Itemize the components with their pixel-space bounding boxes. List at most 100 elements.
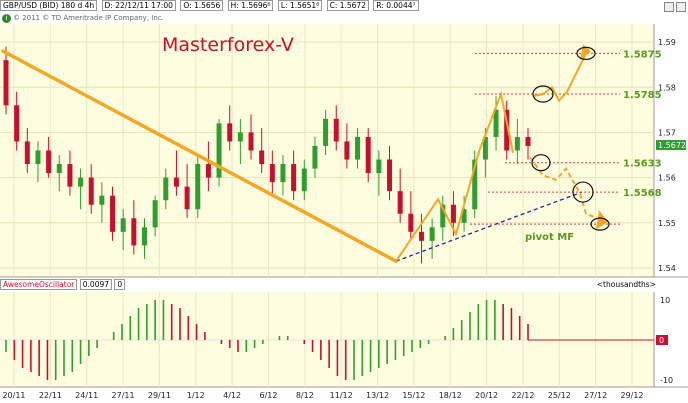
pivot-label: pivot MF (525, 232, 574, 243)
oscillator (0, 300, 654, 380)
oscillator-header: AwesomeOscillator 0.0097 0 (0, 279, 126, 290)
candle-body (397, 191, 403, 214)
time-tick: 27/12 (584, 391, 607, 400)
candle-body (418, 231, 424, 241)
bearish-arrowhead (596, 210, 608, 230)
osc-tick: 10 (660, 296, 670, 305)
oscillator-name[interactable]: AwesomeOscillator (0, 279, 78, 290)
candle-body (184, 186, 190, 210)
candle-body (269, 164, 275, 183)
candle-body (504, 109, 510, 151)
candle-body (355, 136, 361, 160)
highlight-circle (572, 181, 594, 203)
trend-line (1, 49, 398, 263)
candle-body (195, 164, 201, 210)
candle-body (152, 200, 158, 228)
candle-body (514, 136, 520, 151)
candle-body (120, 218, 126, 232)
copyright-line: i © 2011 © TD Ameritrade IP Company, Inc. (2, 12, 164, 24)
candle-body (493, 109, 499, 137)
copyright-text: © 2011 © TD Ameritrade IP Company, Inc. (13, 14, 164, 22)
date-label: D: 22/12/11 17:00 (101, 0, 176, 11)
candle-body (301, 168, 307, 192)
price-tick: 1.54 (658, 264, 676, 273)
candle-body (46, 150, 52, 174)
level-label: 1.5875 (623, 49, 662, 60)
candle-body (67, 164, 73, 187)
price-tick: 1.56 (658, 174, 676, 183)
candle-body (99, 195, 105, 205)
bearish-path (529, 156, 598, 220)
candle-body (525, 136, 531, 146)
price-tick: 1.59 (658, 38, 676, 47)
highlight-circle (590, 217, 610, 231)
time-tick: 22/11 (39, 391, 62, 400)
candle-body (163, 177, 169, 201)
candle-body (88, 177, 94, 205)
axes: 1.59 1.58 1.57 1.56 1.55 1.54 1.5672 20/11 22/11… (2, 38, 686, 400)
low-label: L: 1.5651⁸ (277, 0, 323, 11)
candle-body (227, 123, 233, 142)
candle-body (205, 164, 211, 178)
chart-title: Masterforex-V (162, 34, 294, 56)
candle-body (376, 159, 382, 174)
candle-body (333, 118, 339, 142)
candle-body (440, 204, 446, 228)
time-tick: 20/11 (2, 391, 25, 400)
price-tick: 1.58 (658, 83, 676, 92)
time-tick: 1/12 (187, 391, 205, 400)
level-label: 1.5568 (623, 188, 662, 199)
candle-body (248, 132, 254, 151)
candle-body (312, 145, 318, 169)
time-tick: 27/11 (112, 391, 135, 400)
highlight-circle (531, 154, 551, 172)
osc-tick: -10 (660, 376, 673, 385)
candle-body (429, 227, 435, 241)
current-price-box (656, 140, 686, 151)
time-tick: 13/12 (366, 391, 389, 400)
candle-body (482, 136, 488, 160)
time-tick: 22/12 (511, 391, 534, 400)
candle-body (131, 218, 137, 246)
quote-header: GBP/USD (BID) 180 d 4h D: 22/12/11 17:00… (0, 0, 688, 12)
candle-body (344, 141, 350, 160)
price-tick: 1.55 (658, 219, 676, 228)
candle-body (259, 150, 265, 165)
candle-body (323, 118, 329, 146)
scroll-up-button[interactable] (664, 2, 674, 12)
price-panel-bg (0, 24, 654, 277)
osc-zero-label: 0 (659, 336, 664, 345)
highlight-circle (532, 85, 554, 103)
price-tick: 1.57 (658, 128, 676, 137)
candle-body (56, 164, 62, 174)
oscillator-extra: 0 (114, 279, 126, 290)
candle-body (78, 177, 84, 187)
candle-body (365, 136, 371, 174)
candle-body (14, 105, 20, 142)
candle-body (291, 164, 297, 192)
candle-body (110, 195, 116, 232)
bullish-path (532, 55, 586, 103)
support-line (395, 191, 583, 262)
osc-zero-box (656, 335, 668, 345)
candle-body (237, 132, 243, 142)
candle-body (216, 123, 222, 178)
info-icon[interactable]: i (2, 13, 11, 23)
open-label: O: 1.5656 (180, 0, 224, 11)
candles (3, 46, 531, 264)
time-tick: 18/12 (439, 391, 462, 400)
time-tick: 20/12 (475, 391, 498, 400)
annotations: 1.5875 1.5785 1.5633 1.5568 pivot MF (1, 44, 662, 263)
symbol-label[interactable]: GBP/USD (BID) 180 d 4h (0, 0, 98, 11)
wave-path (395, 90, 514, 262)
panel-menu-button[interactable] (676, 2, 686, 12)
close-label: C: 1.5672 (326, 0, 369, 11)
time-tick: 29/12 (620, 391, 643, 400)
candle-body (408, 213, 414, 232)
time-tick: 11/12 (330, 391, 353, 400)
candle-body (387, 159, 393, 192)
candle-body (280, 164, 286, 183)
time-tick: 29/11 (148, 391, 171, 400)
